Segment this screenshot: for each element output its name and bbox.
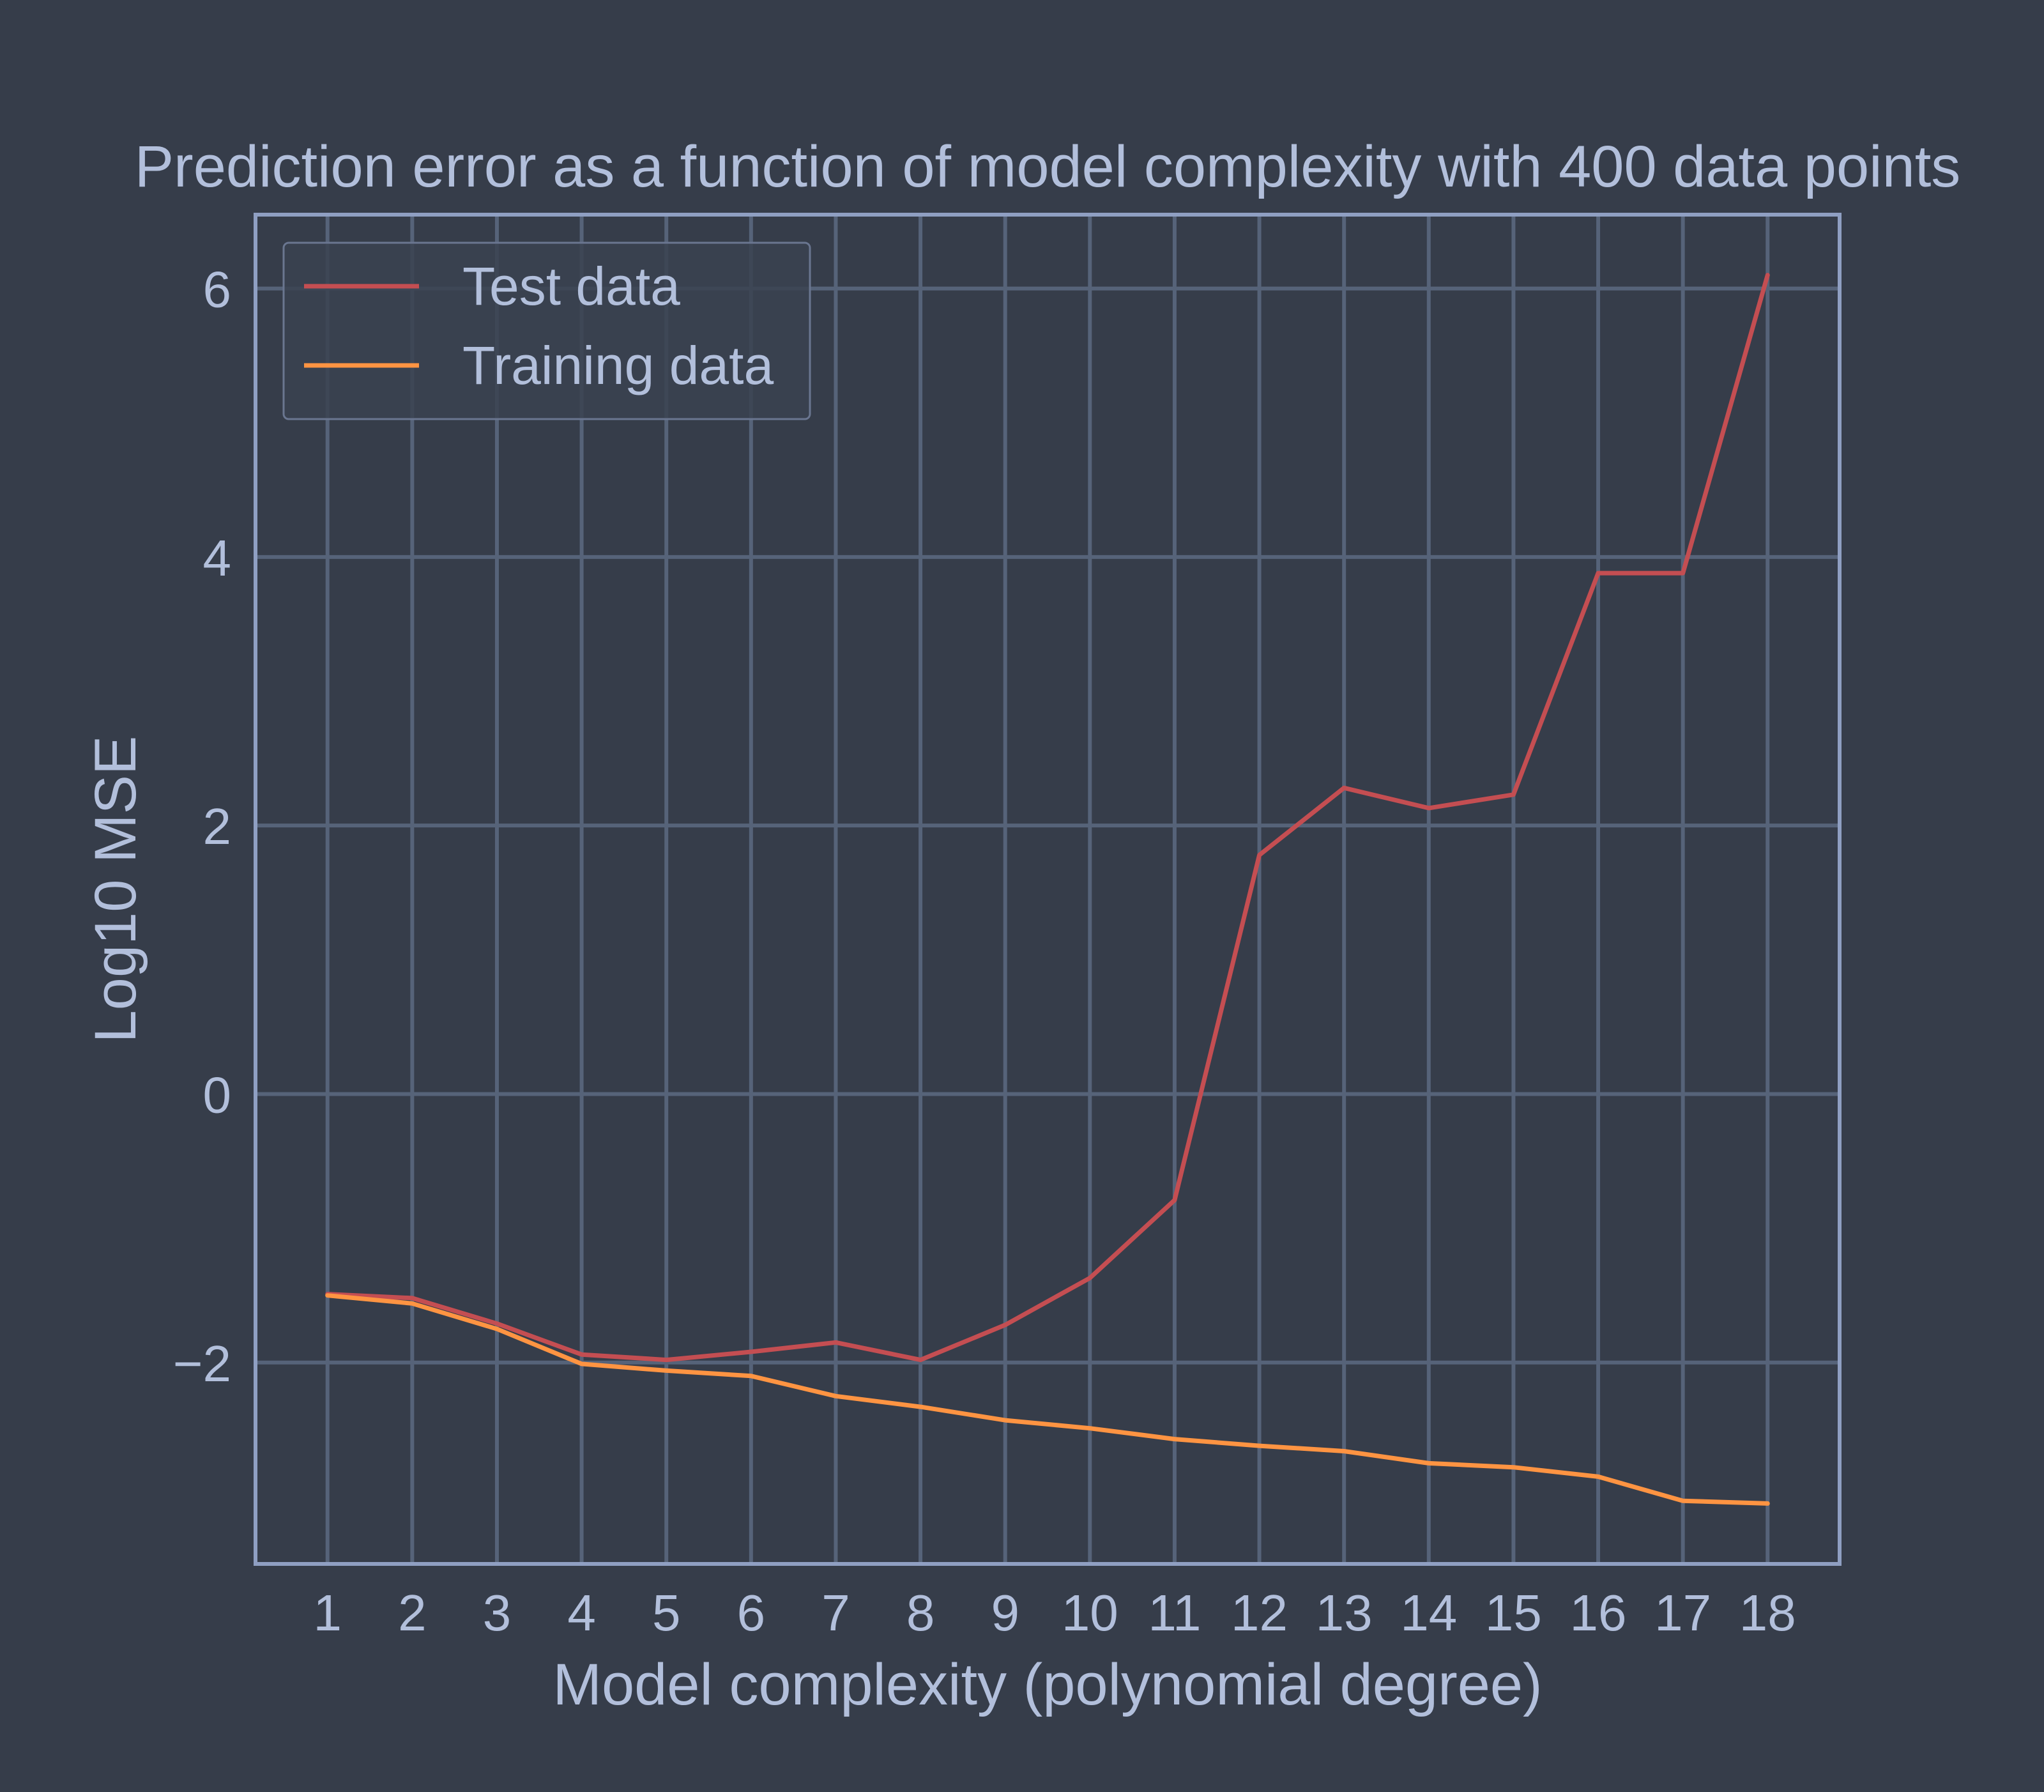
x-tick-label-10: 10	[1062, 1584, 1118, 1641]
y-tick-label-minus-2: −2	[173, 1335, 231, 1392]
series-line-test-data	[325, 273, 1770, 1363]
x-tick-labels: 1 2 3 4 5 6 7 8 9 10 11 12 13 14 15 16 17 18	[313, 1584, 1796, 1641]
grid-lines	[256, 215, 1840, 1564]
series-line-training-data	[325, 1293, 1770, 1506]
x-tick-label-2: 2	[398, 1584, 427, 1641]
x-tick-label-13: 13	[1316, 1584, 1373, 1641]
x-tick-label-5: 5	[652, 1584, 681, 1641]
x-tick-label-6: 6	[737, 1584, 766, 1641]
plot-frame	[254, 213, 1842, 1566]
legend: Test data Training data	[282, 241, 811, 420]
x-tick-label-8: 8	[906, 1584, 935, 1641]
x-tick-label-12: 12	[1231, 1584, 1288, 1641]
legend-label-training-data: Training data	[462, 335, 774, 395]
y-tick-label-2: 2	[203, 798, 232, 855]
y-tick-label-6: 6	[203, 261, 232, 318]
legend-label-test-data: Test data	[462, 256, 680, 316]
y-tick-labels: −2 0 2 4 6	[173, 261, 231, 1392]
x-tick-label-11: 11	[1148, 1584, 1201, 1641]
x-tick-label-3: 3	[483, 1584, 512, 1641]
x-tick-label-7: 7	[821, 1584, 850, 1641]
x-tick-label-17: 17	[1654, 1584, 1711, 1641]
x-tick-label-16: 16	[1570, 1584, 1627, 1641]
x-tick-label-4: 4	[567, 1584, 596, 1641]
x-tick-label-14: 14	[1400, 1584, 1457, 1641]
y-tick-label-4: 4	[203, 530, 232, 586]
x-tick-label-9: 9	[991, 1584, 1019, 1641]
series-lines	[325, 273, 1770, 1506]
x-tick-label-1: 1	[313, 1584, 342, 1641]
chart-title: Prediction error as a function of model …	[135, 134, 1961, 199]
y-tick-label-0: 0	[203, 1066, 232, 1123]
x-tick-label-15: 15	[1485, 1584, 1542, 1641]
x-tick-label-18: 18	[1739, 1584, 1796, 1641]
y-axis-label: Log10 MSE	[83, 736, 148, 1043]
x-axis-label: Model complexity (polynomial degree)	[553, 1652, 1542, 1717]
